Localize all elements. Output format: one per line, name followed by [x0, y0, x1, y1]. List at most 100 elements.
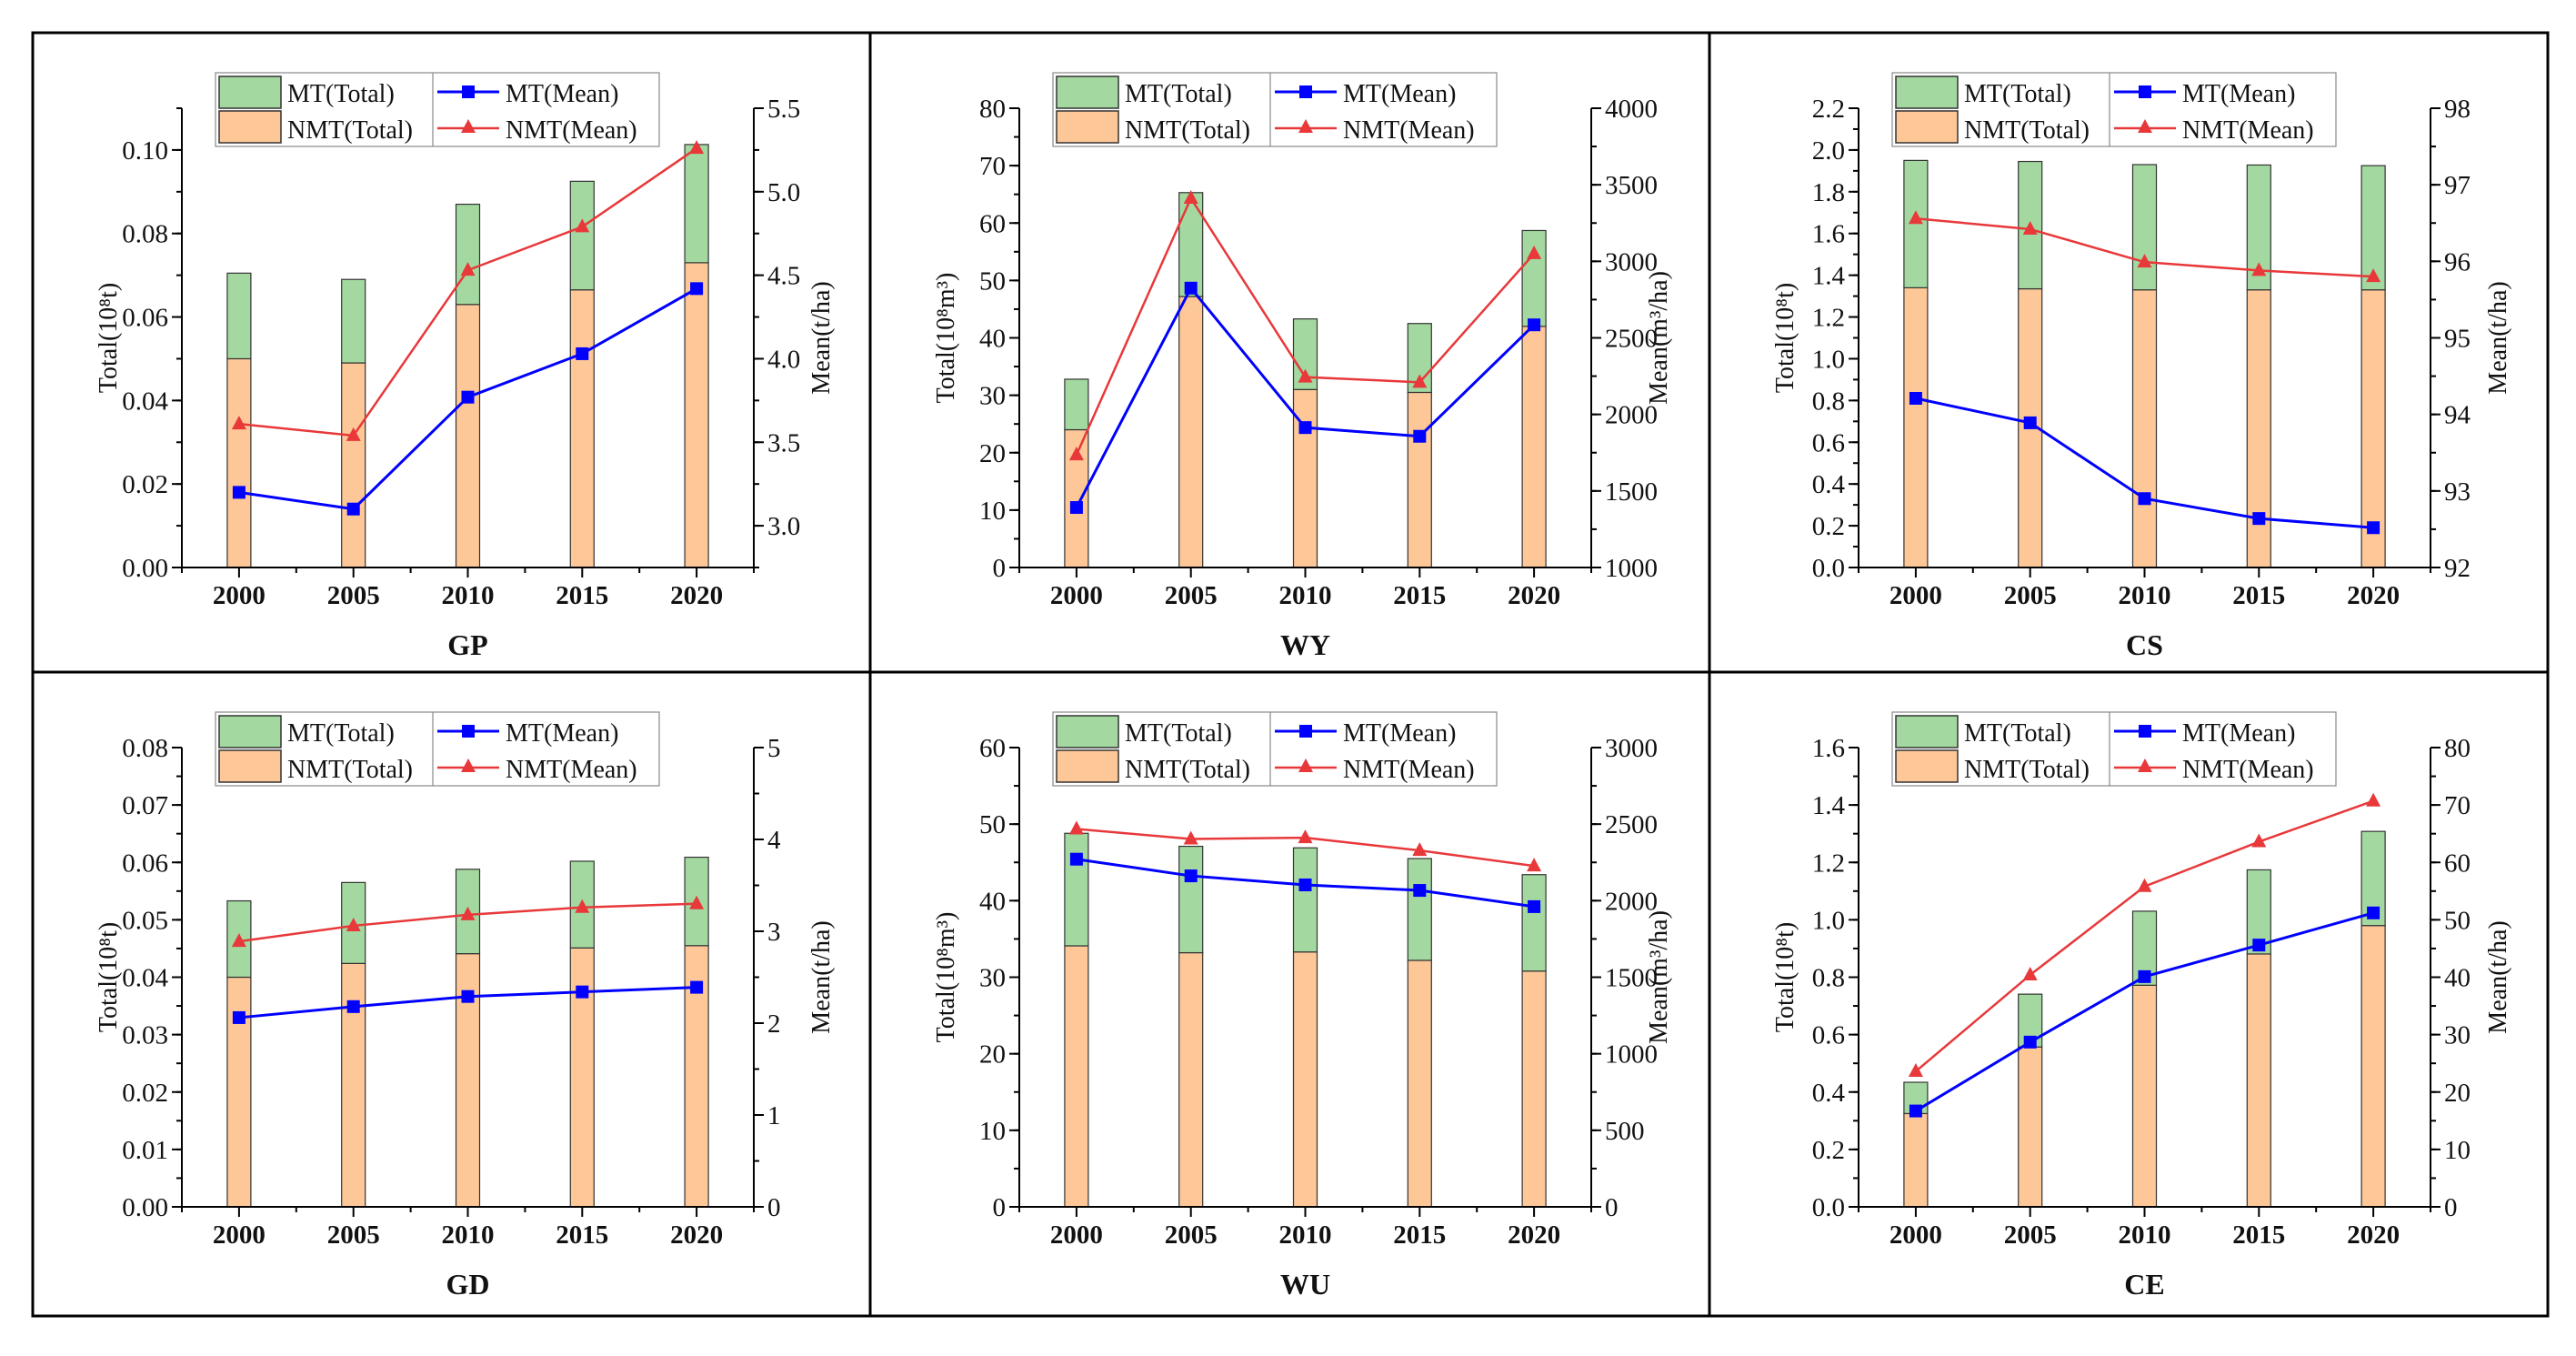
bar-nmt-total	[2018, 1046, 2043, 1208]
legend-swatch-nmt-total	[218, 110, 282, 144]
mt-mean-point	[1413, 429, 1427, 443]
right-tick-label: 2500	[1605, 810, 1658, 839]
left-tick-label: 60	[979, 734, 1006, 763]
x-tick-label: 2020	[2347, 1220, 2400, 1250]
legend-box	[215, 711, 660, 787]
legend-box	[1891, 72, 2337, 147]
left-axis-label: Total(10⁸m³)	[932, 273, 960, 404]
legend-label: NMT(Mean)	[1343, 756, 1475, 784]
left-tick-label: 50	[979, 266, 1006, 296]
mt-mean-point	[1528, 318, 1541, 332]
legend-box	[215, 72, 660, 147]
mt-mean-point	[232, 486, 246, 499]
legend-label: MT(Total)	[1964, 80, 2071, 108]
nmt-mean-point	[689, 895, 705, 909]
left-tick-label: 0.0	[1812, 1193, 1845, 1222]
legend-marker-nmt-mean	[2138, 758, 2152, 772]
legend-label: NMT(Total)	[1964, 116, 2090, 145]
x-tick-label: 2005	[327, 581, 380, 610]
left-tick-label: 0.01	[122, 1136, 168, 1165]
mt-mean-point	[1184, 281, 1198, 295]
bar-mt-total	[226, 272, 252, 360]
bar-nmt-total	[1178, 951, 1204, 1208]
x-tick-label: 2010	[1279, 1220, 1332, 1250]
legend-label: NMT(Total)	[1125, 116, 1250, 145]
left-axis-label: Total(10⁸t)	[1771, 283, 1799, 393]
left-tick-label: 10	[979, 497, 1006, 526]
right-axis-label: Mean(t/ha)	[807, 920, 836, 1033]
nmt-mean-point	[1183, 189, 1198, 204]
bar-mt-total	[2131, 164, 2158, 291]
legend-swatch-nmt-total	[1895, 749, 1959, 783]
right-tick-label: 30	[2444, 1021, 2471, 1050]
right-tick-label: 1	[767, 1101, 781, 1130]
mt-mean-point	[690, 282, 704, 296]
mt-mean-point	[2367, 521, 2381, 535]
legend-marker-mt-mean	[2139, 725, 2151, 738]
nmt-mean-point	[1527, 858, 1542, 872]
mt-mean-point	[1909, 391, 1922, 405]
left-tick-label: 2.2	[1812, 95, 1845, 124]
chart-panel-gd: 0.00 0.01 0.02 0.03 0.04 0.05 0.06 0.07 0.08 0 1 2 3…	[95, 711, 836, 1301]
legend-swatch-mt-total	[1056, 75, 1119, 109]
nmt-mean-point	[231, 416, 246, 430]
figure-frame	[31, 31, 2550, 1318]
left-tick-label: 60	[979, 209, 1006, 238]
legend-label: NMT(Total)	[1125, 756, 1250, 784]
legend-marker-mt-mean	[1299, 85, 1312, 98]
legend-marker-nmt-mean	[461, 119, 476, 133]
x-tick-label: 2005	[2004, 581, 2057, 610]
left-tick-label: 30	[979, 382, 1006, 411]
legend-label: MT(Total)	[1964, 719, 2071, 748]
right-tick-label: 98	[2444, 95, 2471, 124]
left-tick-label: 0.02	[122, 470, 168, 499]
left-tick-label: 80	[979, 95, 1006, 124]
bar-mt-total	[1407, 858, 1432, 961]
left-tick-label: 50	[979, 810, 1006, 839]
chart-panel-ce: 0.0 0.2 0.4 0.6 0.8 1.0 1.2 1.4 1.6 0 10 20 30 40 50 60…	[1771, 711, 2512, 1301]
mt-mean-point	[1069, 501, 1083, 515]
bar-nmt-total	[684, 262, 709, 568]
chart-panel-cs: 0.0 0.2 0.4 0.6 0.8 1.0 1.2 1.4 1.6 1.8 2.0 2.2 92 93…	[1771, 72, 2512, 661]
mt-mean-point	[2252, 512, 2266, 526]
left-tick-label: 0.07	[122, 791, 168, 820]
left-axis-label: Total(10⁸t)	[1771, 922, 1799, 1032]
left-tick-label: 20	[979, 439, 1006, 468]
legend-label: MT(Mean)	[1343, 80, 1456, 108]
right-tick-label: 0	[767, 1193, 781, 1222]
bar-nmt-total	[1903, 1112, 1929, 1208]
left-tick-label: 2.0	[1812, 136, 1845, 166]
nmt-mean-point	[2022, 220, 2038, 235]
legend-box	[1891, 711, 2337, 787]
right-axis-label: Mean(m³/ha)	[1645, 910, 1673, 1044]
right-tick-label: 3500	[1605, 171, 1658, 200]
right-tick-label: 40	[2444, 964, 2471, 993]
mt-mean-point	[2023, 416, 2037, 429]
panel-title: GD	[446, 1268, 490, 1301]
mt-mean-point	[1528, 899, 1541, 913]
x-tick-label: 2015	[556, 581, 608, 610]
mt-mean-point	[1184, 869, 1198, 883]
bar-mt-total	[1178, 845, 1204, 954]
mt-mean-point	[2023, 1035, 2037, 1049]
legend-swatch-mt-total	[1056, 715, 1119, 748]
legend-swatch-mt-total	[1895, 75, 1959, 109]
right-tick-label: 2000	[1605, 887, 1658, 916]
nmt-mean-point	[575, 899, 590, 913]
nmt-mean-point	[1298, 829, 1313, 844]
x-tick-label: 2020	[670, 1220, 723, 1250]
bar-nmt-total	[1407, 959, 1432, 1208]
nmt-mean-point	[231, 933, 246, 948]
right-tick-label: 4.0	[767, 345, 800, 374]
right-tick-label: 3000	[1605, 247, 1658, 276]
bar-nmt-total	[1521, 970, 1547, 1208]
left-tick-label: 0.04	[122, 964, 168, 993]
right-tick-label: 50	[2444, 906, 2471, 935]
bar-nmt-total	[2131, 984, 2158, 1208]
right-tick-label: 10	[2444, 1136, 2471, 1165]
left-tick-label: 0.04	[122, 387, 168, 416]
mt-mean-point	[1298, 878, 1312, 891]
right-axis-label: Mean(t/ha)	[2484, 920, 2512, 1033]
panel-title: GP	[447, 628, 487, 661]
right-tick-label: 94	[2444, 401, 2471, 430]
